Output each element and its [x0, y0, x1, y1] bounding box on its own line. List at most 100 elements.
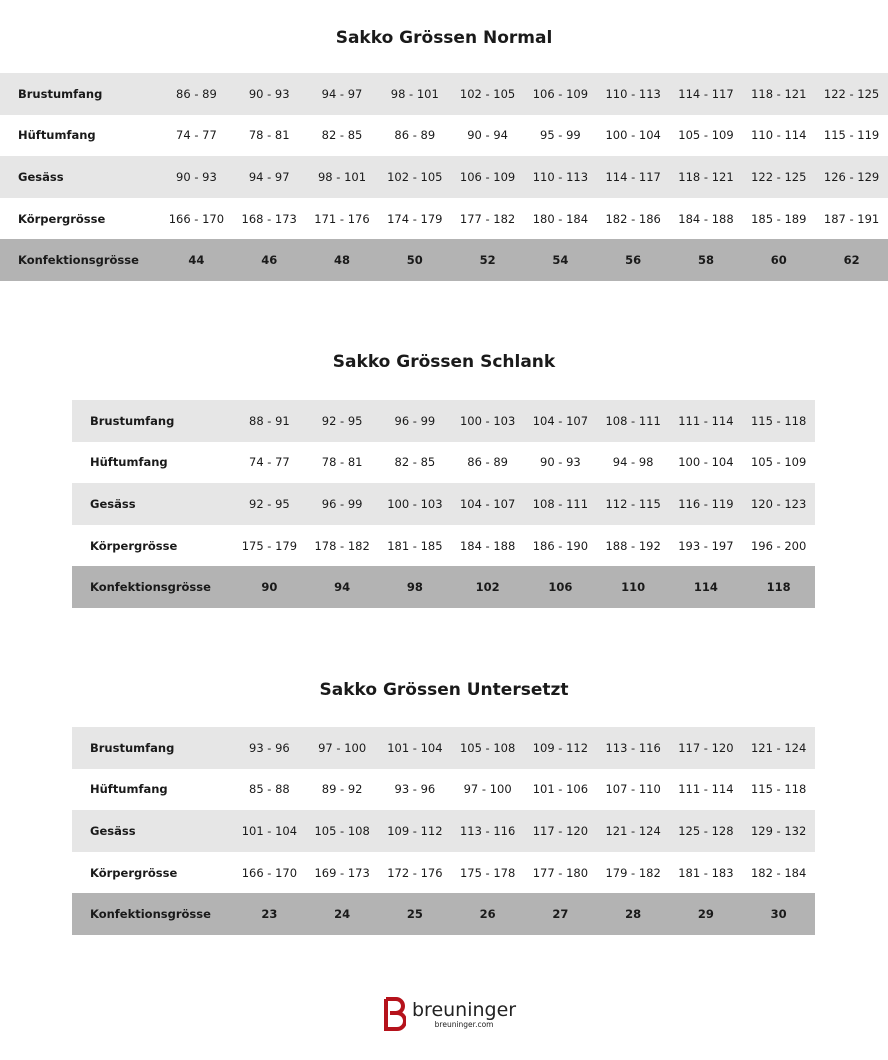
table-cell: 109 - 112: [378, 810, 452, 852]
row-label: Brustumfang: [72, 727, 233, 769]
table-row: Brustumfang 88 - 91 92 - 95 96 - 99 100 - 10…: [72, 400, 815, 442]
table-row: Brustumfang 93 - 96 97 - 100 101 - 104 105 -…: [72, 727, 815, 769]
table-row: Gesäss 90 - 93 94 - 97 98 - 101 102 - 105 106…: [0, 156, 888, 198]
table-cell: 25: [378, 893, 452, 935]
table-cell: 112 - 115: [596, 483, 670, 525]
logo-brand: breuninger: [412, 998, 517, 1021]
table-cell: 121 - 124: [596, 810, 670, 852]
table-cell: 118: [742, 566, 815, 608]
table-cell: 110: [596, 566, 670, 608]
row-label: Körpergrösse: [0, 197, 160, 240]
table-cell: 113 - 116: [596, 727, 670, 769]
table-cell: 177 - 182: [451, 197, 524, 240]
table-cell: 118 - 121: [669, 156, 743, 198]
table-cell: 174 - 179: [378, 197, 452, 240]
table-cell: 184 - 188: [451, 524, 524, 567]
table-cell: 102: [451, 566, 524, 608]
row-label: Körpergrösse: [72, 851, 233, 894]
breuninger-logo: breuninger breuninger.com: [384, 997, 516, 1031]
row-label: Gesäss: [72, 483, 233, 525]
table-cell: 177 - 180: [524, 851, 597, 894]
table-cell: 114 - 117: [669, 73, 743, 115]
table-title-schlank: Sakko Grössen Schlank: [332, 352, 556, 372]
table-cell: 101 - 104: [378, 727, 452, 769]
table-cell: 92 - 95: [305, 400, 379, 442]
row-label: Hüftumfang: [72, 441, 233, 484]
table-cell: 58: [669, 239, 743, 281]
table-cell: 178 - 182: [305, 524, 379, 567]
table-cell: 122 - 125: [815, 73, 888, 115]
table-cell: 106 - 109: [523, 73, 597, 115]
table-cell: 184 - 188: [669, 197, 743, 240]
table-cell: 113 - 116: [451, 810, 524, 852]
table-cell: 54: [523, 239, 597, 281]
table-cell: 78 - 81: [232, 114, 306, 157]
row-label: Konfektionsgrösse: [72, 566, 233, 608]
table-cell: 125 - 128: [669, 810, 743, 852]
table-cell: 104 - 107: [524, 400, 597, 442]
table-cell: 27: [524, 893, 597, 935]
table-cell: 94: [305, 566, 379, 608]
table-cell: 86 - 89: [378, 114, 452, 157]
table-cell: 85 - 88: [233, 768, 306, 811]
table-cell: 102 - 105: [378, 156, 452, 198]
table-cell: 30: [742, 893, 815, 935]
table-cell: 115 - 118: [742, 400, 815, 442]
row-label: Gesäss: [72, 810, 233, 852]
table-cell: 107 - 110: [596, 768, 670, 811]
table-cell: 186 - 190: [524, 524, 597, 567]
table-cell: 94 - 98: [596, 441, 670, 484]
row-label: Hüftumfang: [72, 768, 233, 811]
table-cell: 116 - 119: [669, 483, 743, 525]
table-cell: 105 - 109: [742, 441, 815, 484]
table-cell: 82 - 85: [378, 441, 452, 484]
table-cell: 166 - 170: [160, 197, 233, 240]
table-cell: 28: [596, 893, 670, 935]
table-cell: 104 - 107: [451, 483, 524, 525]
table-row: Brustumfang 86 - 89 90 - 93 94 - 97 98 - 101…: [0, 73, 888, 115]
table-cell: 48: [305, 239, 379, 281]
table-cell: 102 - 105: [451, 73, 524, 115]
table-row: Körpergrösse 166 - 170 168 - 173 171 - 176 1…: [0, 197, 888, 240]
row-label: Brustumfang: [0, 73, 160, 115]
table-cell: 171 - 176: [305, 197, 379, 240]
table-row: Hüftumfang 74 - 77 78 - 81 82 - 85 86 - 89 90…: [0, 114, 888, 157]
table-cell: 90 - 93: [160, 156, 233, 198]
table-cell: 24: [305, 893, 379, 935]
table-cell: 44: [160, 239, 233, 281]
size-table-untersetzt: Brustumfang 93 - 96 97 - 100 101 - 104 105 -…: [72, 727, 815, 935]
table-cell: 100 - 104: [596, 114, 670, 157]
table-cell: 187 - 191: [815, 197, 888, 240]
table-cell: 109 - 112: [524, 727, 597, 769]
table-cell: 181 - 183: [669, 851, 743, 894]
table-cell: 175 - 178: [451, 851, 524, 894]
table-cell: 172 - 176: [378, 851, 452, 894]
table-cell: 114 - 117: [596, 156, 670, 198]
table-cell: 105 - 109: [669, 114, 743, 157]
table-row: Hüftumfang 74 - 77 78 - 81 82 - 85 86 - 89 90…: [72, 441, 815, 484]
table-cell: 89 - 92: [305, 768, 379, 811]
table-cell: 193 - 197: [669, 524, 743, 567]
table-cell: 179 - 182: [596, 851, 670, 894]
table-cell: 50: [378, 239, 452, 281]
table-cell: 117 - 120: [524, 810, 597, 852]
table-cell: 98 - 101: [305, 156, 379, 198]
table-cell: 97 - 100: [305, 727, 379, 769]
table-cell: 86 - 89: [160, 73, 233, 115]
table-cell: 101 - 106: [524, 768, 597, 811]
table-cell: 115 - 118: [742, 768, 815, 811]
table-row: Körpergrösse 166 - 170 169 - 173 172 - 176 1…: [72, 851, 815, 894]
table-cell: 121 - 124: [742, 727, 815, 769]
table-cell: 82 - 85: [305, 114, 379, 157]
table-cell: 98: [378, 566, 452, 608]
table-cell: 108 - 111: [524, 483, 597, 525]
table-cell: 94 - 97: [232, 156, 306, 198]
table-cell: 100 - 104: [669, 441, 743, 484]
table-cell: 100 - 103: [378, 483, 452, 525]
table-cell: 110 - 114: [742, 114, 816, 157]
table-cell: 108 - 111: [596, 400, 670, 442]
row-label: Gesäss: [0, 156, 160, 198]
table-cell: 88 - 91: [233, 400, 306, 442]
table-row: Gesäss 92 - 95 96 - 99 100 - 103 104 - 107 10…: [72, 483, 815, 525]
table-cell: 196 - 200: [742, 524, 815, 567]
